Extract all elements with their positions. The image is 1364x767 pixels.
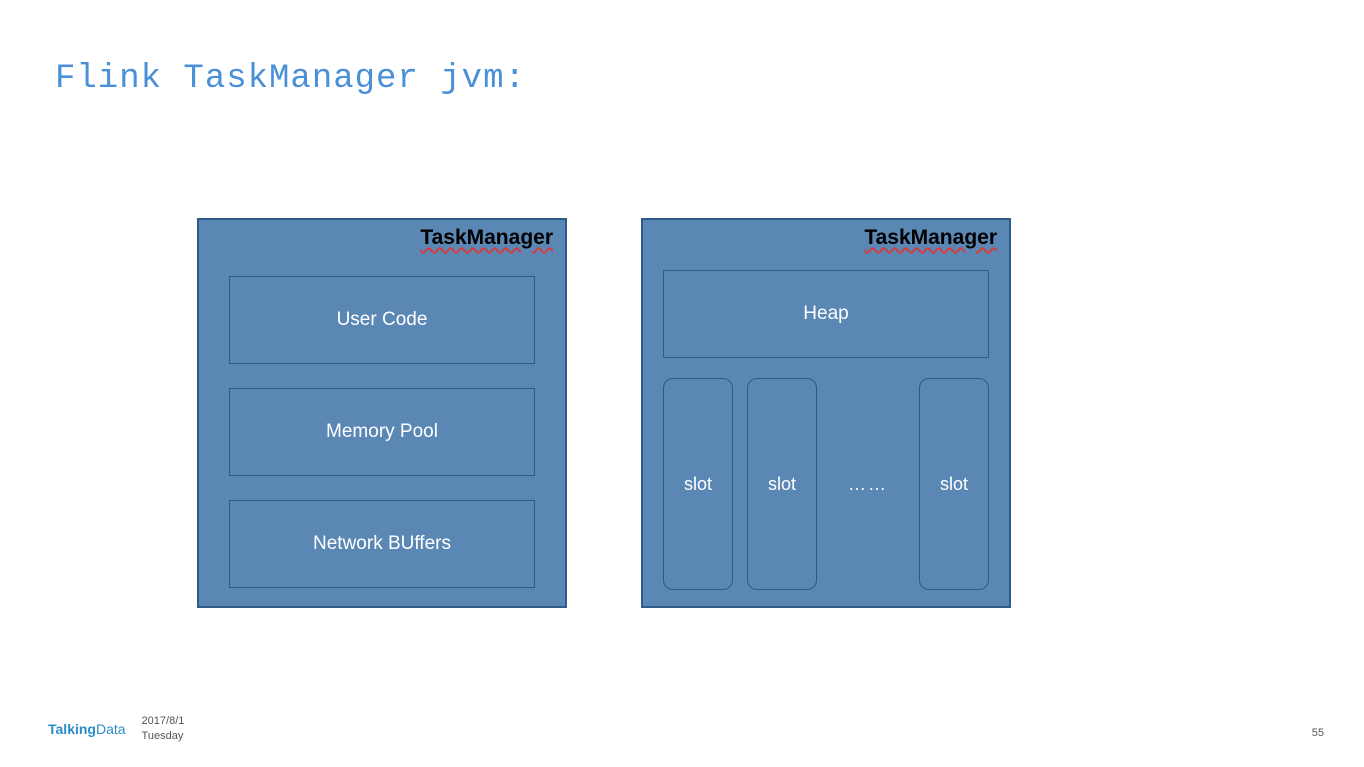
right-taskmanager-panel: TaskManager Heap slot slot …… slot — [641, 218, 1011, 608]
slot-row: slot slot …… slot — [663, 378, 989, 590]
logo-thin: Data — [96, 721, 126, 737]
date-line2: Tuesday — [142, 729, 185, 743]
right-panel-title: TaskManager — [864, 226, 997, 250]
diagram-area: TaskManager User Code Memory Pool Networ… — [197, 218, 1011, 608]
page-number: 55 — [1312, 727, 1324, 739]
date-line1: 2017/8/1 — [142, 714, 185, 728]
row-network-buffers: Network BUffers — [229, 500, 535, 588]
left-panel-title: TaskManager — [420, 226, 553, 250]
footer: TalkingData 2017/8/1 Tuesday — [48, 714, 184, 743]
slot-box: slot — [919, 378, 989, 590]
left-taskmanager-panel: TaskManager User Code Memory Pool Networ… — [197, 218, 567, 608]
date-block: 2017/8/1 Tuesday — [142, 714, 185, 743]
row-user-code: User Code — [229, 276, 535, 364]
row-heap: Heap — [663, 270, 989, 358]
logo: TalkingData — [48, 721, 126, 737]
slide-title: Flink TaskManager jvm: — [55, 60, 526, 98]
slot-box: slot — [663, 378, 733, 590]
slot-box: slot — [747, 378, 817, 590]
row-memory-pool: Memory Pool — [229, 388, 535, 476]
slot-ellipsis: …… — [831, 378, 905, 590]
logo-bold: Talking — [48, 721, 96, 737]
